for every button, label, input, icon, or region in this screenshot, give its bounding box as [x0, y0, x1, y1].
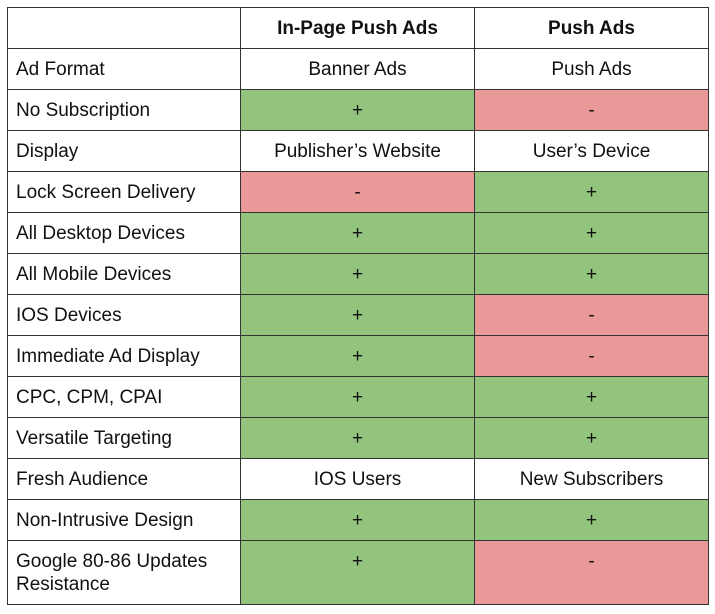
- header-row: In-Page Push Ads Push Ads: [7, 7, 709, 49]
- value-cell: New Subscribers: [474, 458, 709, 500]
- table-row: Google 80-86 Updates Resistance + -: [7, 540, 709, 605]
- value-cell: -: [474, 540, 709, 605]
- value-cell: +: [240, 89, 475, 131]
- table-row: Display Publisher’s Website User’s Device: [7, 130, 709, 172]
- value-cell: -: [240, 171, 475, 213]
- table-body: Ad Format Banner Ads Push Ads No Subscripti…: [7, 48, 709, 605]
- table-row: Non-Intrusive Design + +: [7, 499, 709, 541]
- value-cell: Banner Ads: [240, 48, 475, 90]
- value-cell: +: [240, 212, 475, 254]
- value-cell: +: [240, 294, 475, 336]
- row-label: Immediate Ad Display: [7, 335, 241, 377]
- value-cell: +: [474, 499, 709, 541]
- header-cell: In-Page Push Ads: [240, 7, 475, 49]
- value-cell: +: [240, 417, 475, 459]
- row-label: Non-Intrusive Design: [7, 499, 241, 541]
- row-label: All Mobile Devices: [7, 253, 241, 295]
- value-cell: +: [474, 212, 709, 254]
- comparison-table: In-Page Push Ads Push Ads Ad Format Banner…: [7, 7, 709, 605]
- table-row: Immediate Ad Display + -: [7, 335, 709, 377]
- row-label: Google 80-86 Updates Resistance: [7, 540, 241, 605]
- value-cell: +: [240, 540, 475, 605]
- table-row: CPC, CPM, CPAI + +: [7, 376, 709, 418]
- value-cell: -: [474, 335, 709, 377]
- row-label: Display: [7, 130, 241, 172]
- value-cell: +: [240, 499, 475, 541]
- table-row: All Desktop Devices + +: [7, 212, 709, 254]
- value-cell: +: [474, 171, 709, 213]
- table-row: Ad Format Banner Ads Push Ads: [7, 48, 709, 90]
- table-row: Fresh Audience IOS Users New Subscribers: [7, 458, 709, 500]
- row-label: CPC, CPM, CPAI: [7, 376, 241, 418]
- table-row: All Mobile Devices + +: [7, 253, 709, 295]
- value-cell: Publisher’s Website: [240, 130, 475, 172]
- value-cell: +: [240, 376, 475, 418]
- value-cell: -: [474, 89, 709, 131]
- value-cell: User’s Device: [474, 130, 709, 172]
- table-row: IOS Devices + -: [7, 294, 709, 336]
- value-cell: +: [240, 335, 475, 377]
- table-row: Lock Screen Delivery - +: [7, 171, 709, 213]
- table-row: Versatile Targeting + +: [7, 417, 709, 459]
- row-label: IOS Devices: [7, 294, 241, 336]
- value-cell: +: [474, 417, 709, 459]
- value-cell: Push Ads: [474, 48, 709, 90]
- row-label: No Subscription: [7, 89, 241, 131]
- value-cell: +: [240, 253, 475, 295]
- row-label: Lock Screen Delivery: [7, 171, 241, 213]
- table-row: No Subscription + -: [7, 89, 709, 131]
- value-cell: -: [474, 294, 709, 336]
- header-cell: Push Ads: [474, 7, 709, 49]
- value-cell: +: [474, 376, 709, 418]
- row-label: Fresh Audience: [7, 458, 241, 500]
- row-label: All Desktop Devices: [7, 212, 241, 254]
- header-cell: [7, 7, 241, 49]
- row-label: Versatile Targeting: [7, 417, 241, 459]
- value-cell: +: [474, 253, 709, 295]
- value-cell: IOS Users: [240, 458, 475, 500]
- row-label: Ad Format: [7, 48, 241, 90]
